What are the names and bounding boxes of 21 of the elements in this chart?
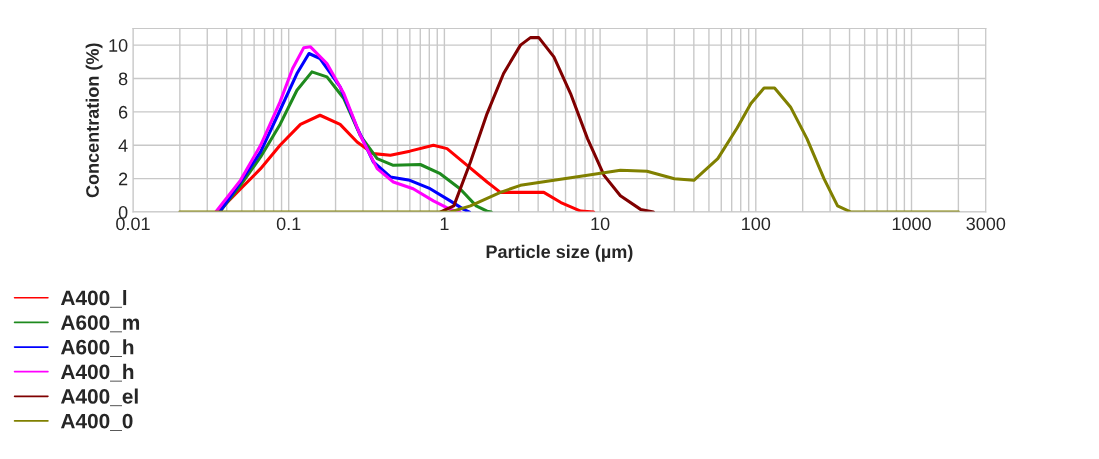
x-tick-label: 0.01 bbox=[116, 217, 150, 231]
y-tick-label: 0 bbox=[118, 205, 128, 219]
legend-label: A600_m bbox=[60, 315, 140, 333]
legend-label: A400_el bbox=[60, 388, 138, 407]
legend-label: A600_h bbox=[60, 339, 134, 357]
y-tick-label: 4 bbox=[118, 139, 128, 152]
x-tick-label: 0.1 bbox=[276, 217, 301, 231]
x-axis-title: Particle size (µm) bbox=[486, 244, 633, 262]
x-tick-label: 1 bbox=[440, 217, 449, 230]
y-tick-label: 10 bbox=[109, 39, 128, 52]
y-axis-title: Concentration (%) bbox=[85, 43, 103, 198]
x-tick-label: 10 bbox=[591, 217, 610, 231]
y-tick-label: 2 bbox=[118, 172, 128, 186]
legend-label: A400_l bbox=[60, 289, 127, 308]
y-tick-label: 8 bbox=[118, 72, 128, 86]
x-tick-label: 1000 bbox=[892, 217, 931, 231]
legend-label: A400_0 bbox=[60, 413, 133, 431]
x-tick-label: 3000 bbox=[966, 217, 1006, 231]
y-tick-label: 6 bbox=[118, 105, 128, 119]
x-tick-label: 100 bbox=[742, 217, 771, 231]
legend-label: A400_h bbox=[60, 363, 134, 382]
